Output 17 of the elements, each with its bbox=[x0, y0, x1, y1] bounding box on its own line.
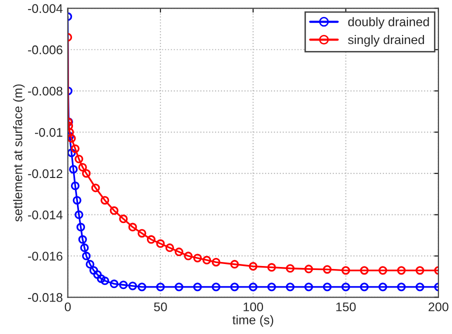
y-tick-label: -0.006 bbox=[28, 45, 62, 54]
x-tick-label: 150 bbox=[336, 302, 356, 312]
y-axis-title: settlement at surface (m) bbox=[13, 84, 25, 222]
y-tick-label: -0.008 bbox=[28, 86, 62, 96]
y-tick-label: -0.016 bbox=[28, 252, 62, 261]
y-tick-label: -0.01 bbox=[35, 128, 62, 137]
x-tick-label: 50 bbox=[154, 302, 167, 312]
legend-label: singly drained bbox=[348, 35, 424, 47]
y-tick-label: -0.012 bbox=[28, 169, 62, 178]
legend-label: doubly drained bbox=[348, 17, 429, 29]
x-tick-label: 200 bbox=[428, 302, 448, 312]
x-tick-label: 100 bbox=[244, 302, 264, 312]
x-axis-title: time (s) bbox=[232, 315, 274, 327]
y-tick-label: -0.018 bbox=[28, 293, 62, 302]
x-tick-label: 0 bbox=[64, 302, 71, 312]
y-tick-label: -0.014 bbox=[28, 210, 63, 220]
y-tick-label: -0.004 bbox=[28, 4, 63, 13]
